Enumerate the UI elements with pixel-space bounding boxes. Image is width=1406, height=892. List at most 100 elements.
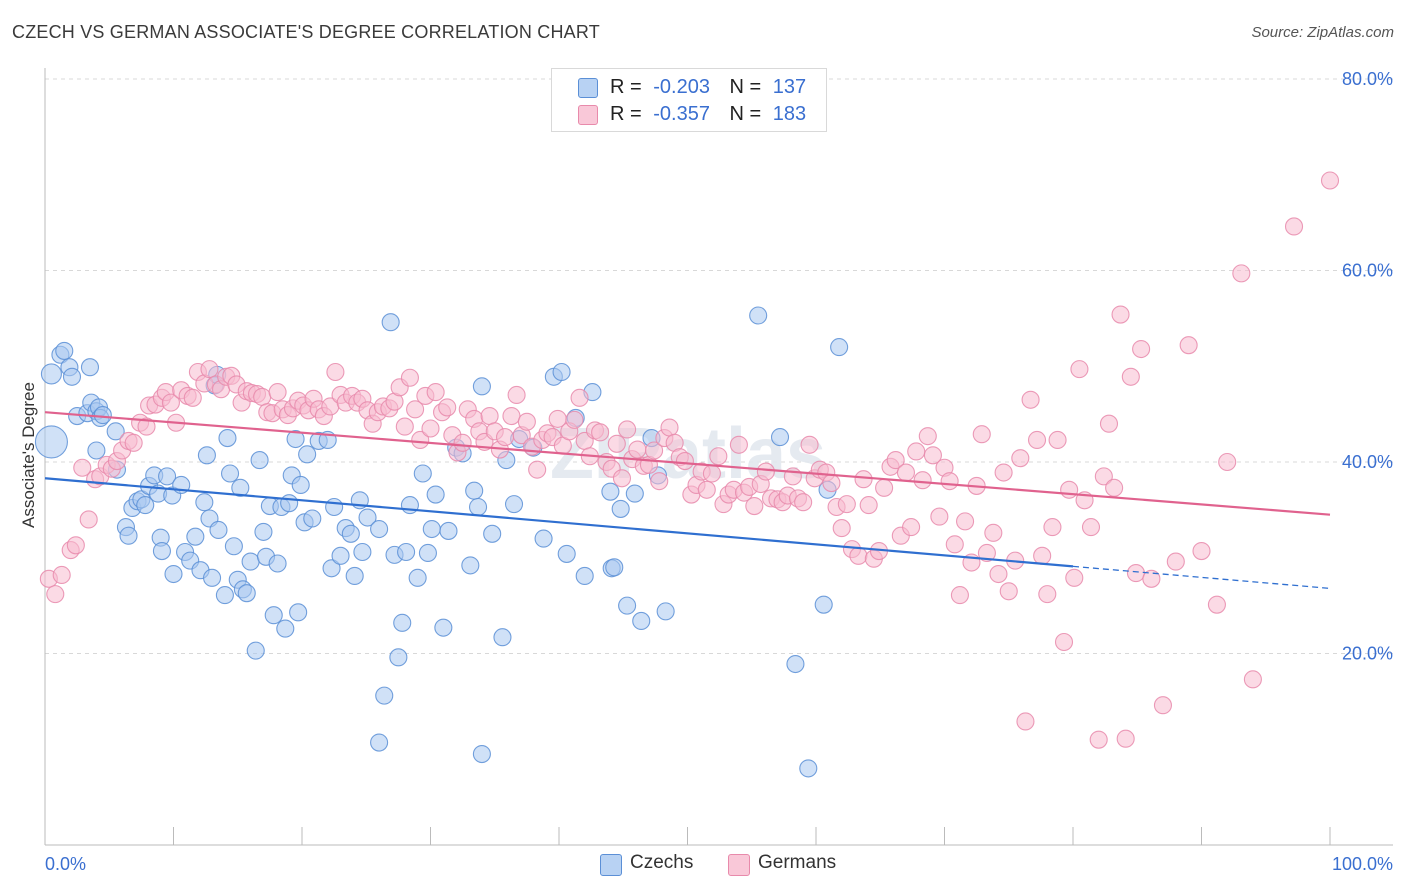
germans-point: [1142, 569, 1161, 588]
germans-point: [1132, 339, 1151, 359]
germans-point: [453, 433, 472, 452]
czechs-point: [286, 429, 305, 449]
grid-lines: [45, 78, 1393, 654]
czechs-point: [250, 451, 269, 470]
czechs-point: [381, 313, 400, 332]
germans-point: [426, 383, 445, 402]
czechs-point: [465, 481, 484, 500]
czechs-point: [276, 619, 295, 638]
czechs-point: [55, 341, 74, 360]
czechs-point: [625, 484, 644, 503]
czechs-point: [291, 475, 310, 495]
germans-point: [956, 512, 975, 531]
czechs-point: [611, 499, 630, 518]
czechs-point: [472, 377, 491, 396]
czechs-point: [209, 520, 228, 540]
germans-point: [1054, 632, 1074, 652]
germans-point: [950, 586, 969, 605]
legend-czechs-swatch: [600, 854, 622, 876]
czechs-point: [632, 611, 651, 630]
germans-point: [1126, 564, 1146, 583]
czechs-trend-extension: [1072, 565, 1331, 590]
czechs-point: [197, 446, 216, 465]
germans-point: [1016, 712, 1035, 731]
germans-point: [913, 471, 932, 490]
germans-point: [1218, 452, 1237, 472]
czechs-point: [220, 464, 240, 483]
germans-point: [421, 419, 440, 438]
germans-point: [1232, 264, 1251, 283]
germans-r-label: R =: [610, 102, 642, 125]
germans-point: [1043, 518, 1062, 537]
czechs-point: [408, 568, 427, 587]
germans-point: [1179, 336, 1198, 355]
germans-point: [124, 433, 143, 452]
czechs-point: [483, 524, 502, 543]
czechs-point: [389, 648, 408, 667]
chart-title: CZECH VS GERMAN ASSOCIATE'S DEGREE CORRE…: [12, 22, 600, 42]
czechs-point: [119, 526, 138, 545]
czechs-point: [325, 497, 344, 517]
czechs-n-label: N =: [729, 75, 762, 98]
germans-point: [1065, 568, 1084, 587]
germans-point: [565, 410, 584, 429]
germans-n-value: 183: [772, 102, 807, 125]
tick-labels: 20.0% 40.0% 60.0% 80.0% 0.0% 100.0%: [45, 69, 1393, 874]
x-tick-label-start: 0.0%: [45, 854, 86, 874]
czechs-point: [215, 586, 234, 605]
germans-point: [999, 582, 1018, 601]
germans-point: [1111, 305, 1130, 324]
czechs-point: [393, 613, 412, 632]
germans-point: [886, 451, 905, 470]
germans-point: [1089, 730, 1108, 749]
germans-point: [794, 493, 813, 512]
germans-points: [39, 171, 1340, 749]
germans-point: [1243, 670, 1262, 689]
czechs-point: [786, 654, 805, 674]
legend-germans-swatch: [728, 854, 750, 876]
germans-point: [253, 387, 272, 406]
germans-point: [1284, 217, 1304, 236]
germans-point: [902, 518, 921, 537]
germans-point: [697, 480, 716, 499]
czechs-point: [268, 554, 287, 573]
czechs-n-value: 137: [772, 75, 807, 98]
czechs-point: [241, 552, 260, 571]
germans-point: [268, 383, 287, 402]
germans-point: [1121, 367, 1140, 386]
germans-point: [1099, 414, 1119, 433]
germans-point: [1192, 541, 1211, 561]
germans-point: [940, 472, 959, 491]
germans-point: [480, 406, 499, 426]
czechs-point: [468, 497, 488, 517]
czechs-point: [237, 584, 256, 603]
germans-point: [945, 535, 964, 554]
czechs-point: [749, 306, 768, 325]
czechs-point: [605, 558, 624, 577]
germans-swatch: [578, 105, 598, 125]
czechs-point: [418, 543, 437, 563]
germans-point: [200, 360, 219, 379]
czechs-point: [34, 425, 68, 459]
germans-point: [832, 519, 851, 538]
germans-point: [46, 585, 65, 604]
czechs-point: [136, 496, 155, 515]
germans-point: [1207, 595, 1226, 614]
germans-point: [923, 446, 942, 465]
germans-point: [1081, 518, 1101, 537]
germans-point: [709, 447, 728, 466]
germans-point: [570, 388, 589, 407]
germans-point: [1070, 360, 1089, 379]
legend-czechs-label: Czechs: [630, 852, 694, 873]
czechs-point: [303, 509, 322, 528]
germans-point: [896, 463, 916, 482]
czechs-point: [370, 519, 389, 539]
germans-point: [859, 496, 878, 515]
germans-point: [822, 474, 841, 493]
germans-point: [607, 434, 626, 453]
czechs-point: [358, 508, 377, 527]
czechs-point: [93, 406, 112, 425]
czechs-point: [830, 338, 849, 357]
germans-point: [930, 507, 949, 526]
